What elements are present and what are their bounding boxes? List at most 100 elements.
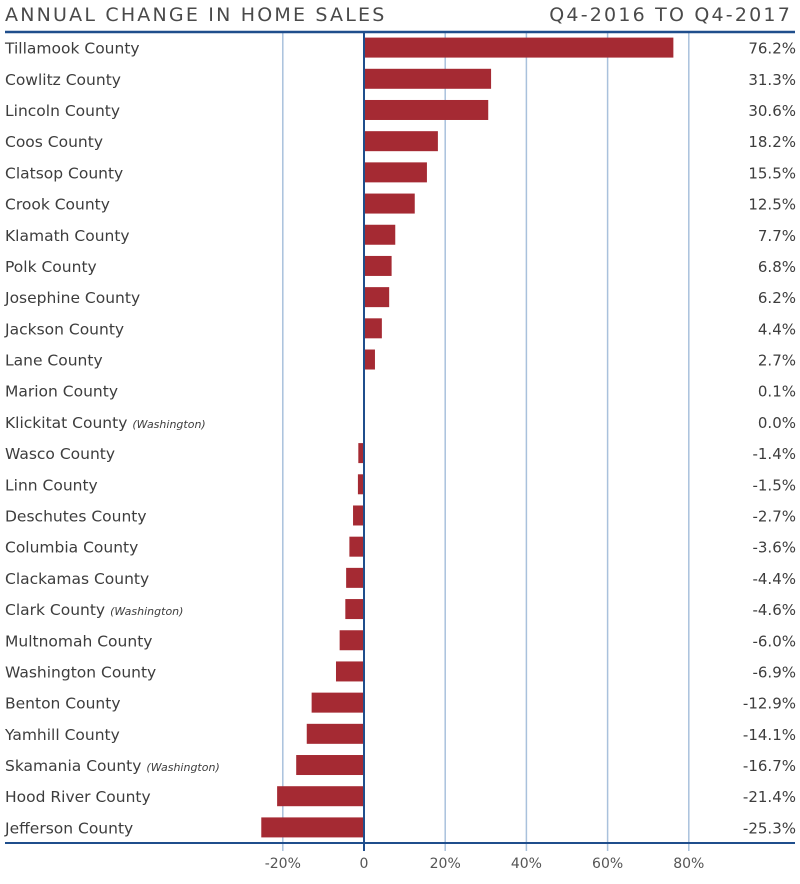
county-name: Lane County — [5, 352, 103, 370]
category-label: Coos County — [5, 133, 103, 151]
bar — [277, 786, 364, 807]
value-label: -14.1% — [743, 726, 796, 744]
value-label: -21.4% — [743, 788, 796, 806]
county-name: Clatsop County — [5, 164, 123, 182]
category-label: Lincoln County — [5, 102, 120, 120]
value-label: 18.2% — [748, 133, 796, 151]
bar — [335, 661, 364, 682]
bar — [349, 536, 364, 557]
category-label: Jefferson County — [4, 819, 133, 837]
county-name: Marion County — [5, 383, 118, 401]
value-label: -1.5% — [752, 476, 796, 494]
county-name: Coos County — [5, 133, 103, 151]
chart-title: ANNUAL CHANGE IN HOME SALES — [5, 4, 387, 26]
category-label: Tillamook County — [4, 40, 140, 58]
county-name: Jackson County — [4, 320, 124, 338]
value-label: -25.3% — [743, 819, 796, 837]
county-name: Polk County — [5, 258, 97, 276]
county-name: Lincoln County — [5, 102, 120, 120]
value-label: 0.1% — [758, 383, 796, 401]
x-tick-label: -20% — [265, 856, 301, 872]
value-label: 15.5% — [748, 164, 796, 182]
state-note: (Washington) — [110, 605, 183, 618]
bar — [296, 755, 364, 776]
category-label: Josephine County — [4, 289, 140, 307]
county-name: Wasco County — [5, 445, 115, 463]
bar — [306, 723, 364, 744]
bar — [364, 131, 438, 152]
bar — [364, 37, 674, 58]
value-label: -12.9% — [743, 695, 796, 713]
bar — [358, 443, 364, 464]
county-name: Benton County — [5, 695, 121, 713]
category-label: Klamath County — [5, 227, 130, 245]
category-label: Benton County — [5, 695, 121, 713]
category-label: Washington County — [5, 663, 156, 681]
county-name: Cowlitz County — [5, 71, 121, 89]
county-name: Skamania County — [5, 757, 141, 775]
bar — [345, 599, 364, 620]
value-label: 0.0% — [758, 414, 796, 432]
value-label: -4.4% — [752, 570, 796, 588]
value-label: -6.0% — [752, 632, 796, 650]
x-tick-label: 0 — [360, 856, 369, 872]
value-label: 6.2% — [758, 289, 796, 307]
value-label: -2.7% — [752, 507, 796, 525]
county-name: Klamath County — [5, 227, 130, 245]
bar — [346, 567, 364, 588]
category-label: Clatsop County — [5, 164, 123, 182]
county-name: Josephine County — [4, 289, 140, 307]
bar — [364, 287, 390, 308]
value-label: 30.6% — [748, 102, 796, 120]
category-label: Polk County — [5, 258, 97, 276]
value-label: 31.3% — [748, 71, 796, 89]
value-label: 4.4% — [758, 320, 796, 338]
category-label: Lane County — [5, 352, 103, 370]
bar — [261, 817, 364, 838]
x-tick-label: 80% — [673, 856, 704, 872]
bar — [357, 474, 364, 495]
value-label: 7.7% — [758, 227, 796, 245]
bar — [353, 505, 364, 526]
category-label: Crook County — [5, 196, 110, 214]
value-label: 12.5% — [748, 196, 796, 214]
value-label: -6.9% — [752, 663, 796, 681]
value-label: -16.7% — [743, 757, 796, 775]
category-label: Clark County (Washington) — [5, 601, 183, 619]
value-label: 6.8% — [758, 258, 796, 276]
category-label: Deschutes County — [5, 507, 147, 525]
category-label: Yamhill County — [4, 726, 120, 744]
x-tick-label: 60% — [592, 856, 623, 872]
category-label: Wasco County — [5, 445, 115, 463]
chart-period: Q4-2016 TO Q4-2017 — [549, 4, 792, 26]
bar — [364, 349, 375, 370]
category-label: Hood River County — [5, 788, 151, 806]
value-label: -4.6% — [752, 601, 796, 619]
bar — [364, 224, 396, 245]
county-name: Jefferson County — [4, 819, 133, 837]
county-name: Klickitat County — [5, 414, 127, 432]
bar — [364, 318, 382, 339]
value-label: 2.7% — [758, 352, 796, 370]
county-name: Deschutes County — [5, 507, 147, 525]
county-name: Columbia County — [5, 539, 138, 557]
category-label: Linn County — [5, 476, 98, 494]
bar — [364, 255, 392, 276]
county-name: Clark County — [5, 601, 105, 619]
county-name: Tillamook County — [4, 40, 140, 58]
category-label: Skamania County (Washington) — [5, 757, 220, 775]
county-name: Washington County — [5, 663, 156, 681]
county-name: Hood River County — [5, 788, 151, 806]
category-label: Cowlitz County — [5, 71, 121, 89]
county-name: Multnomah County — [5, 632, 152, 650]
value-label: -3.6% — [752, 539, 796, 557]
bar — [339, 630, 364, 651]
bar — [364, 162, 427, 183]
bar — [364, 193, 415, 214]
category-label: Clackamas County — [5, 570, 149, 588]
value-label: -1.4% — [752, 445, 796, 463]
value-label: 76.2% — [748, 40, 796, 58]
county-name: Linn County — [5, 476, 98, 494]
category-label: Multnomah County — [5, 632, 152, 650]
